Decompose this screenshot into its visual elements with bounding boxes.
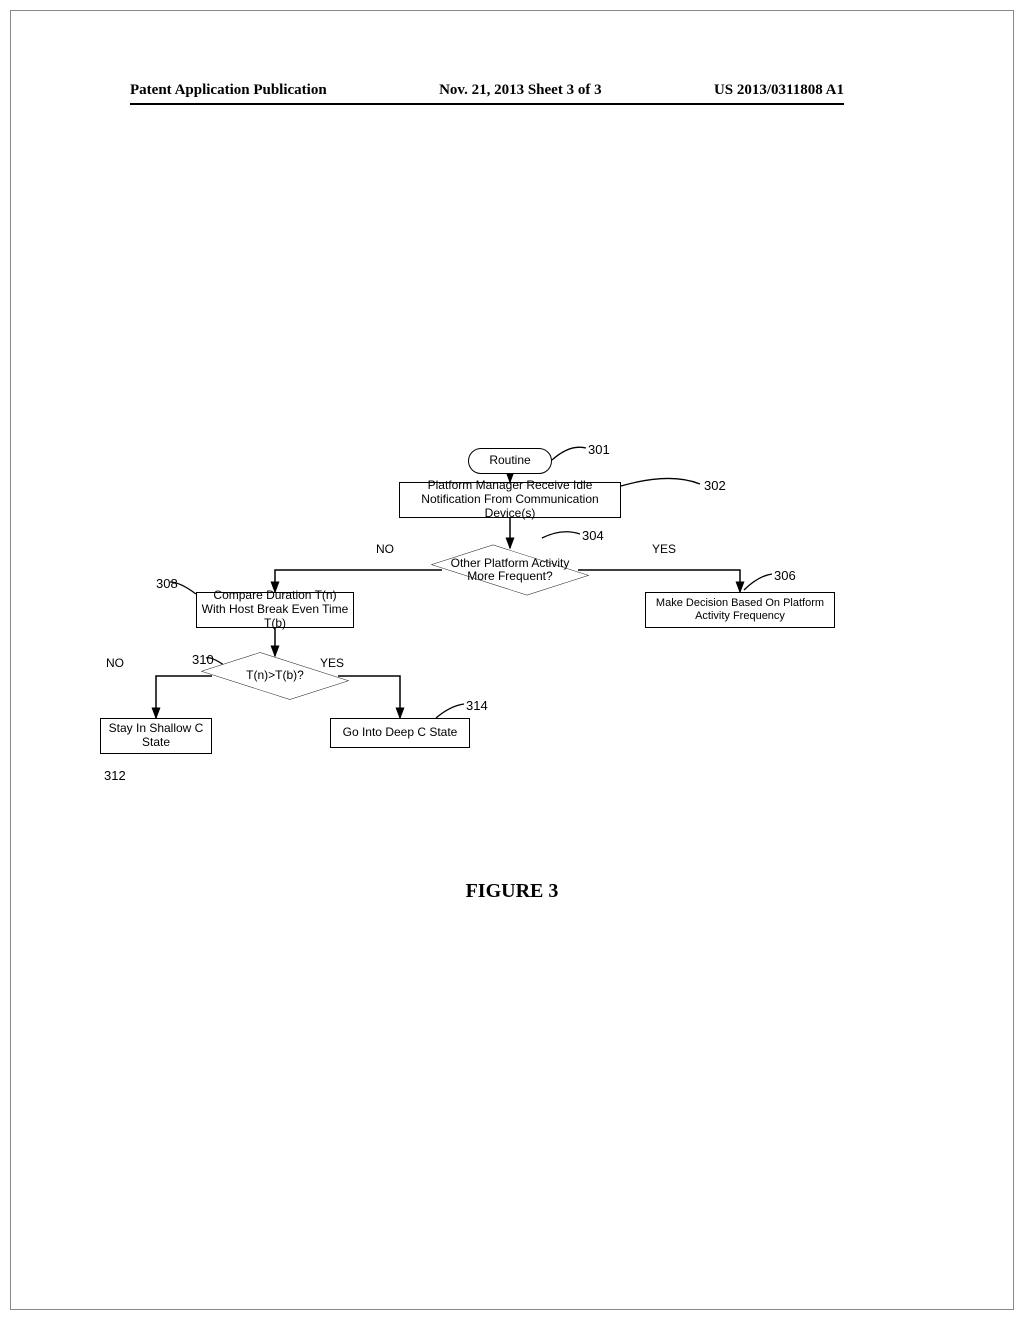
node-go-deep-c-label: Go Into Deep C State — [343, 726, 458, 740]
flowchart: Routine Platform Manager Receive Idle No… — [130, 420, 870, 860]
decision-platform-activity: Other Platform Activity More Frequent? — [442, 526, 578, 614]
header-publication: Patent Application Publication — [130, 82, 327, 99]
node-stay-shallow-c: Stay In Shallow C State — [100, 718, 212, 754]
node-stay-shallow-c-label: Stay In Shallow C State — [105, 722, 207, 750]
node-decision-platform-frequency-label: Make Decision Based On Platform Activity… — [650, 597, 830, 622]
node-decision-platform-frequency: Make Decision Based On Platform Activity… — [645, 592, 835, 628]
node-routine-label: Routine — [489, 454, 530, 468]
node-receive-idle-notification: Platform Manager Receive Idle Notificati… — [399, 482, 621, 518]
decision-tn-tb: T(n)>T(b)? — [212, 634, 338, 718]
ref-306: 306 — [774, 568, 796, 583]
ref-314: 314 — [466, 698, 488, 713]
node-compare-duration: Compare Duration T(n) With Host Break Ev… — [196, 592, 354, 628]
figure-caption: FIGURE 3 — [0, 880, 1024, 903]
node-receive-idle-label: Platform Manager Receive Idle Notificati… — [404, 479, 616, 520]
edge-label-d310-no: NO — [106, 656, 124, 670]
header-doc-number: US 2013/0311808 A1 — [714, 82, 844, 99]
ref-304: 304 — [582, 528, 604, 543]
node-routine: Routine — [468, 448, 552, 474]
ref-301: 301 — [588, 442, 610, 457]
edge-label-d310-yes: YES — [320, 656, 344, 670]
edge-label-d304-no: NO — [376, 542, 394, 556]
edge-label-d304-yes: YES — [652, 542, 676, 556]
ref-302: 302 — [704, 478, 726, 493]
page-header: Patent Application Publication Nov. 21, … — [130, 82, 844, 105]
node-compare-duration-label: Compare Duration T(n) With Host Break Ev… — [201, 589, 349, 630]
ref-310: 310 — [192, 652, 214, 667]
ref-312: 312 — [104, 768, 126, 783]
node-go-deep-c: Go Into Deep C State — [330, 718, 470, 748]
ref-308: 308 — [156, 576, 178, 591]
header-date-sheet: Nov. 21, 2013 Sheet 3 of 3 — [439, 82, 602, 99]
